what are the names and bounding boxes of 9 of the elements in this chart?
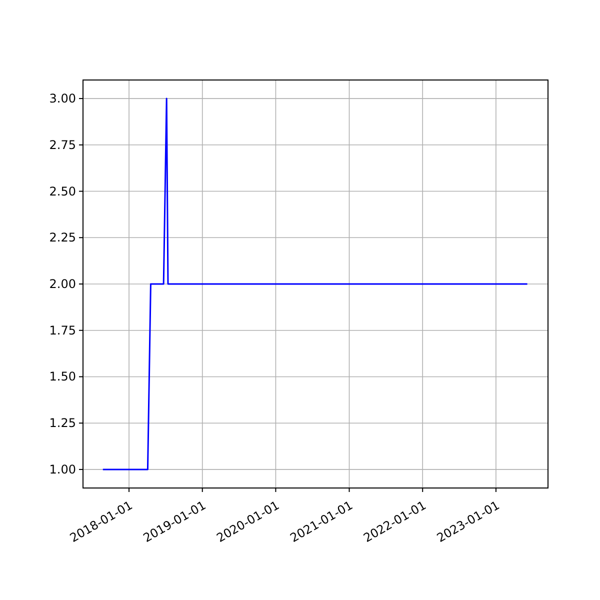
- y-tick-label: 1.75: [49, 323, 76, 338]
- y-tick-label: 2.50: [49, 184, 76, 198]
- y-tick-label: 2.25: [49, 230, 76, 245]
- y-tick-label: 2.75: [49, 138, 76, 152]
- y-tick-label: 1.25: [49, 416, 76, 430]
- y-tick-label: 3.00: [49, 92, 76, 106]
- y-tick-label: 1.00: [49, 462, 76, 476]
- y-tick-label: 1.50: [49, 370, 76, 384]
- y-tick-label: 2.00: [49, 277, 76, 291]
